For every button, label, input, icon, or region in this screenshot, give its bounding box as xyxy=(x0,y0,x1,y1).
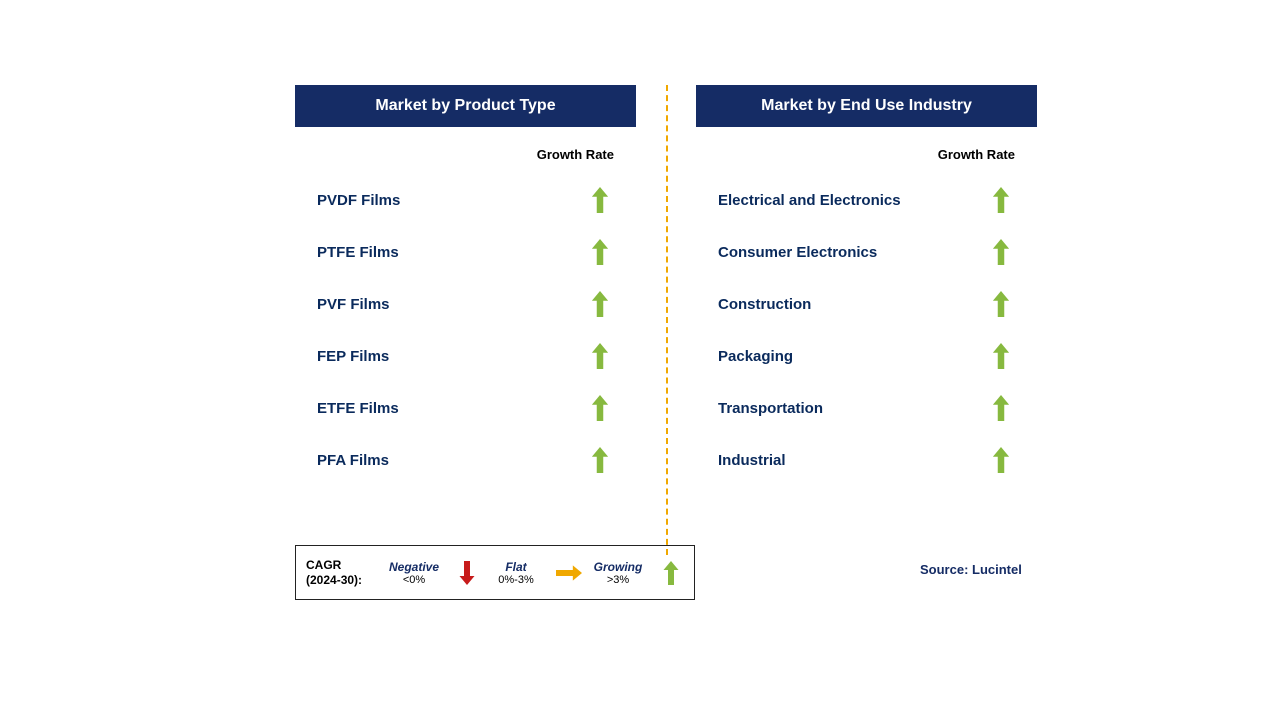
legend-item-growing: Growing >3% xyxy=(582,560,684,586)
legend-range: 0%-3% xyxy=(498,574,533,586)
row-label: PVF Films xyxy=(317,296,390,313)
growth-arrow-up-icon xyxy=(586,447,614,473)
table-row: ETFE Films xyxy=(295,382,636,434)
right-column-label: Growth Rate xyxy=(696,147,1037,162)
table-row: Construction xyxy=(696,278,1037,330)
row-label: PFA Films xyxy=(317,452,389,469)
legend-range: >3% xyxy=(607,574,629,586)
row-label: Transportation xyxy=(718,400,823,417)
left-header: Market by Product Type xyxy=(295,85,636,127)
growth-arrow-up-icon xyxy=(987,187,1015,213)
legend-title: CAGR (2024-30): xyxy=(306,558,378,587)
table-row: Consumer Electronics xyxy=(696,226,1037,278)
arrow-down-icon xyxy=(454,561,480,585)
row-label: PVDF Films xyxy=(317,192,400,209)
legend-title-line2: (2024-30): xyxy=(306,573,362,587)
left-panel: Market by Product Type Growth Rate PVDF … xyxy=(295,85,666,486)
panels: Market by Product Type Growth Rate PVDF … xyxy=(295,85,1037,486)
row-label: ETFE Films xyxy=(317,400,399,417)
row-label: PTFE Films xyxy=(317,244,399,261)
legend-range: <0% xyxy=(403,574,425,586)
infographic-container: Market by Product Type Growth Rate PVDF … xyxy=(295,85,1037,486)
growth-arrow-up-icon xyxy=(586,187,614,213)
growth-arrow-up-icon xyxy=(586,395,614,421)
growth-arrow-up-icon xyxy=(987,343,1015,369)
legend-label: Negative xyxy=(389,560,439,574)
right-header: Market by End Use Industry xyxy=(696,85,1037,127)
table-row: Electrical and Electronics xyxy=(696,174,1037,226)
growth-arrow-up-icon xyxy=(987,291,1015,317)
left-rows: PVDF Films PTFE Films PVF Films FEP Film… xyxy=(295,174,636,486)
legend-box: CAGR (2024-30): Negative <0% Flat 0%-3% … xyxy=(295,545,695,600)
arrow-flat-icon xyxy=(556,563,582,583)
legend-label: Flat xyxy=(505,560,526,574)
row-label: Construction xyxy=(718,296,811,313)
arrow-up-icon xyxy=(658,561,684,585)
legend-label: Growing xyxy=(594,560,643,574)
source-label: Source: Lucintel xyxy=(920,562,1022,577)
table-row: FEP Films xyxy=(295,330,636,382)
row-label: Industrial xyxy=(718,452,786,469)
growth-arrow-up-icon xyxy=(586,291,614,317)
table-row: Transportation xyxy=(696,382,1037,434)
row-label: Electrical and Electronics xyxy=(718,192,901,209)
legend-item-flat: Flat 0%-3% xyxy=(480,560,582,586)
row-label: Consumer Electronics xyxy=(718,244,877,261)
growth-arrow-up-icon xyxy=(586,343,614,369)
table-row: PTFE Films xyxy=(295,226,636,278)
growth-arrow-up-icon xyxy=(987,447,1015,473)
right-rows: Electrical and Electronics Consumer Elec… xyxy=(696,174,1037,486)
row-label: Packaging xyxy=(718,348,793,365)
growth-arrow-up-icon xyxy=(987,239,1015,265)
table-row: PVF Films xyxy=(295,278,636,330)
vertical-divider xyxy=(666,85,668,555)
table-row: PFA Films xyxy=(295,434,636,486)
table-row: PVDF Films xyxy=(295,174,636,226)
legend-title-line1: CAGR xyxy=(306,558,341,572)
table-row: Industrial xyxy=(696,434,1037,486)
table-row: Packaging xyxy=(696,330,1037,382)
row-label: FEP Films xyxy=(317,348,389,365)
right-panel: Market by End Use Industry Growth Rate E… xyxy=(666,85,1037,486)
growth-arrow-up-icon xyxy=(987,395,1015,421)
growth-arrow-up-icon xyxy=(586,239,614,265)
left-column-label: Growth Rate xyxy=(295,147,636,162)
legend-item-negative: Negative <0% xyxy=(378,560,480,586)
